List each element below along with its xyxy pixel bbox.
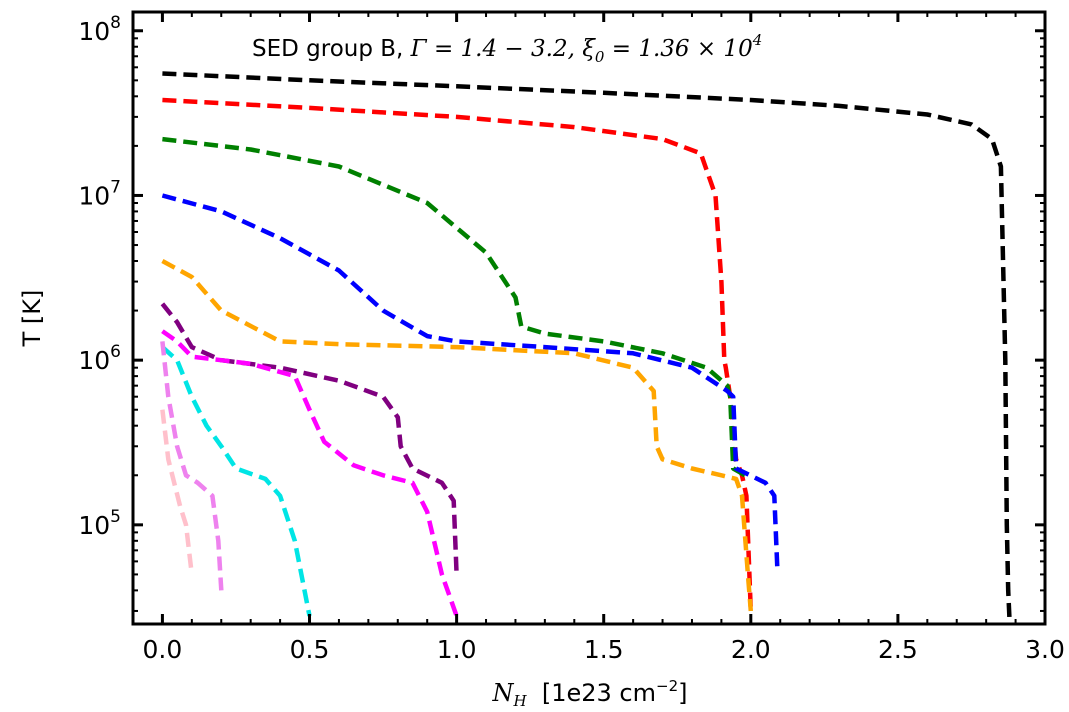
series-line-3 (161, 193, 780, 568)
ticks-layer: 0.0 0.5 1.0 1.5 2.0 2.5 3.0 105 106 107 108 (78, 12, 1065, 664)
series-line-4 (161, 259, 754, 612)
y-tick-label: 108 (78, 13, 121, 46)
x-tick-label: 0.5 (290, 635, 330, 664)
series-line-9 (160, 409, 195, 575)
x-axis-label: NH [1e23 cm−2] (492, 677, 688, 710)
chart-title: SED group B, Γ = 1.4 − 3.2, ξ0 = 1.36 × … (252, 31, 762, 66)
x-tick-label: 1.0 (437, 635, 477, 664)
series-line-6 (161, 329, 459, 617)
series-layer (160, 71, 1012, 624)
series-line-0 (162, 71, 1012, 624)
x-tick-label: 1.5 (584, 635, 624, 664)
y-tick-label: 105 (78, 507, 121, 540)
plot-frame (131, 10, 1047, 626)
series-line-2 (162, 136, 747, 478)
x-tick-label: 3.0 (1025, 635, 1065, 664)
x-tick-label: 2.5 (878, 635, 918, 664)
series-line-8 (160, 341, 224, 591)
y-tick-label: 107 (78, 177, 121, 210)
y-axis-label: T [K] (18, 290, 46, 348)
series-line-7 (160, 345, 312, 617)
series-line-5 (160, 302, 459, 575)
x-tick-label: 0.0 (143, 635, 183, 664)
plot-background (133, 12, 1045, 624)
y-tick-label: 106 (78, 342, 121, 375)
x-tick-label: 2.0 (731, 635, 771, 664)
